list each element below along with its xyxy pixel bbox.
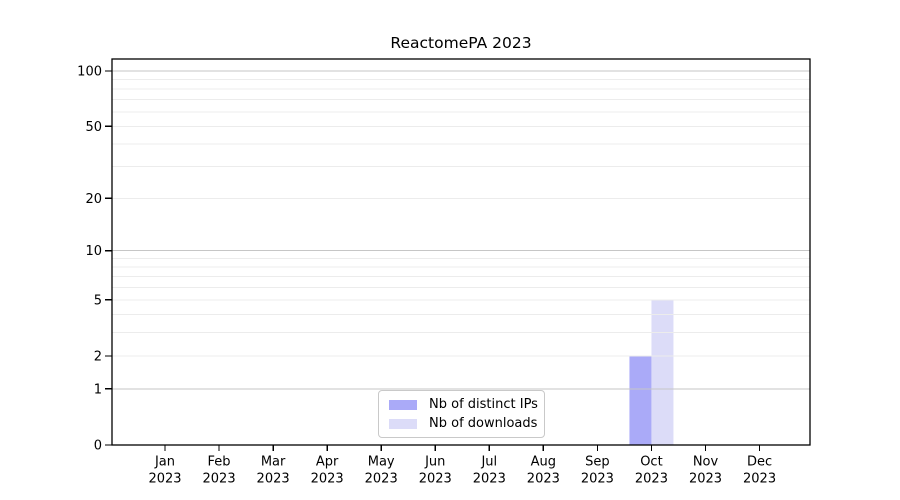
x-tick-label: Oct 2023 xyxy=(635,455,668,487)
y-tick-label: 20 xyxy=(85,192,102,207)
chart-title: ReactomePA 2023 xyxy=(390,34,532,52)
legend-label-downloads: Nb of downloads xyxy=(429,416,538,431)
y-tick-label: 2 xyxy=(94,349,102,364)
y-tick-label: 1 xyxy=(94,382,102,397)
legend-label-distinct-ips: Nb of distinct IPs xyxy=(429,397,538,412)
legend-swatch-distinct-ips xyxy=(389,399,417,410)
x-tick-label: Dec 2023 xyxy=(743,455,776,487)
legend: Nb of distinct IPs Nb of downloads xyxy=(378,390,545,438)
x-tick-label: Jun 2023 xyxy=(419,455,452,487)
y-tick-label: 0 xyxy=(94,439,102,454)
legend-item-distinct-ips: Nb of distinct IPs xyxy=(389,398,538,411)
x-tick-label: Feb 2023 xyxy=(203,455,236,487)
y-tick-label: 10 xyxy=(85,244,102,259)
x-tick-label: Apr 2023 xyxy=(311,455,344,487)
x-tick-label: Sep 2023 xyxy=(581,455,614,487)
y-tick-label: 50 xyxy=(85,120,102,135)
x-tick-label: May 2023 xyxy=(365,455,398,487)
axis-frame xyxy=(111,58,811,446)
y-tick-label: 5 xyxy=(94,293,102,308)
bar-distinct-ips xyxy=(629,355,652,445)
x-tick-label: Nov 2023 xyxy=(689,455,722,487)
x-tick-label: Jul 2023 xyxy=(473,455,506,487)
x-tick-label: Jan 2023 xyxy=(148,455,181,487)
legend-item-downloads: Nb of downloads xyxy=(389,416,538,431)
y-tick-label: 100 xyxy=(77,65,102,80)
bar-downloads xyxy=(651,299,674,445)
legend-swatch-downloads xyxy=(389,418,417,429)
x-tick-label: Mar 2023 xyxy=(257,455,290,487)
x-tick-label: Aug 2023 xyxy=(527,455,560,487)
